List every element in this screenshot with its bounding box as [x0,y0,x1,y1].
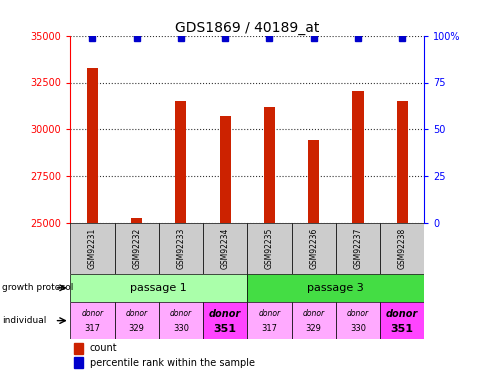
Text: passage 3: passage 3 [307,283,363,293]
Text: passage 1: passage 1 [130,283,187,293]
Bar [307,140,318,223]
Bar [379,302,424,339]
Bar [70,302,114,339]
Text: GSM92237: GSM92237 [353,228,362,269]
Title: GDS1869 / 40189_at: GDS1869 / 40189_at [175,21,319,34]
Text: 317: 317 [84,324,100,333]
Text: GSM92238: GSM92238 [397,228,406,269]
Text: 329: 329 [305,324,321,333]
Bar [70,223,114,274]
Text: count: count [90,343,117,353]
Text: 330: 330 [173,324,189,333]
Text: GSM92232: GSM92232 [132,228,141,269]
Bar [87,68,98,223]
Text: 351: 351 [390,324,413,334]
Bar [175,101,186,223]
Bar [203,223,247,274]
Text: growth protocol: growth protocol [2,284,74,292]
Text: donor: donor [385,309,418,319]
Text: donor: donor [302,309,324,318]
Text: individual: individual [2,316,46,325]
Bar [158,302,203,339]
Text: 317: 317 [261,324,277,333]
Bar [263,107,274,223]
Bar [74,343,83,354]
Text: donor: donor [346,309,368,318]
Text: GSM92236: GSM92236 [309,228,318,269]
Text: GSM92233: GSM92233 [176,228,185,269]
Bar [158,223,203,274]
Text: GSM92235: GSM92235 [264,228,273,269]
Text: GSM92234: GSM92234 [220,228,229,269]
Text: 329: 329 [129,324,144,333]
Text: percentile rank within the sample: percentile rank within the sample [90,358,254,368]
Text: 330: 330 [349,324,365,333]
Bar [335,302,379,339]
Bar [379,223,424,274]
Bar [291,302,335,339]
Bar [219,116,230,223]
Bar [247,302,291,339]
Bar [352,91,363,223]
Bar [247,274,424,302]
Bar [74,357,83,368]
Text: GSM92231: GSM92231 [88,228,97,269]
Text: donor: donor [169,309,192,318]
Text: donor: donor [258,309,280,318]
Bar [114,223,158,274]
Bar [131,218,142,223]
Bar [203,302,247,339]
Text: 351: 351 [213,324,236,334]
Bar [396,101,407,223]
Bar [247,223,291,274]
Text: donor: donor [209,309,241,319]
Bar [335,223,379,274]
Bar [70,274,247,302]
Text: donor: donor [81,309,103,318]
Text: donor: donor [125,309,148,318]
Bar [114,302,158,339]
Bar [291,223,335,274]
